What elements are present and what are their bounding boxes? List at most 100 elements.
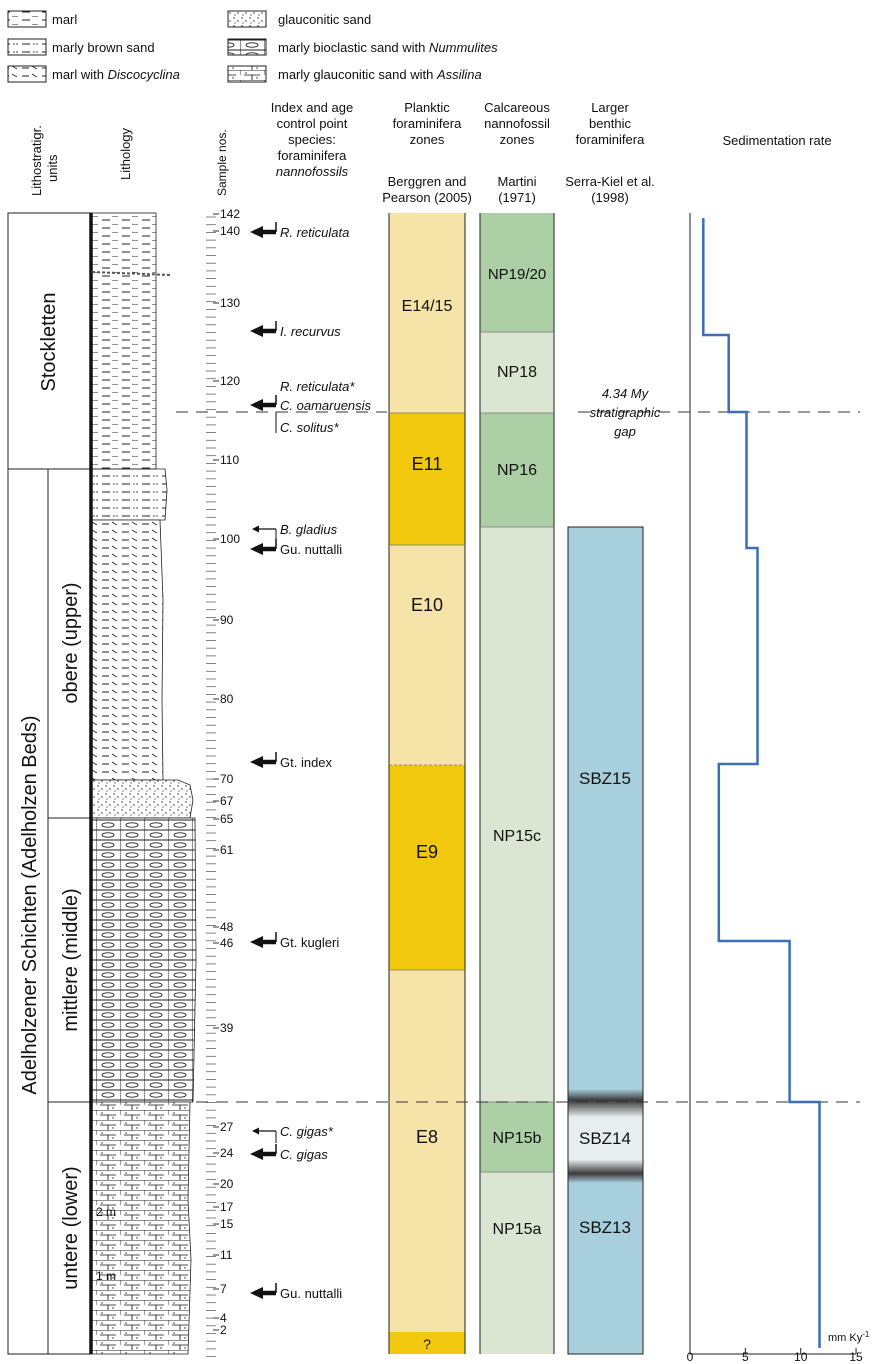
sample-labels: 1421401301201101009080706765614846392724…	[213, 207, 240, 1337]
sample-label: 24	[220, 1146, 234, 1160]
scale-mark-1m: 1 m	[96, 1269, 116, 1283]
lith-bioclastic	[90, 817, 197, 1103]
sample-label: 142	[220, 207, 240, 221]
svg-text:Calcareous: Calcareous	[484, 100, 550, 115]
marker-arrowhead	[250, 756, 263, 768]
header-calcareous: Calcareous nannofossil zones Martini (19…	[484, 100, 550, 205]
sed-rate-unit: mm Ky-1	[828, 1330, 870, 1344]
svg-text:gap: gap	[614, 424, 636, 439]
svg-text:stratigraphic: stratigraphic	[590, 405, 661, 420]
marker-arrowhead	[250, 325, 263, 337]
zone-np18	[480, 332, 554, 413]
sample-label: 80	[220, 692, 234, 706]
zone-np16	[480, 413, 554, 527]
label-np18: NP18	[497, 364, 537, 381]
scale-mark-2m: 2 m	[96, 1205, 116, 1219]
legend-item-bioclastic: marly bioclastic sand with Nummulites	[227, 38, 498, 56]
svg-text:(1998): (1998)	[591, 190, 629, 205]
sample-label: 27	[220, 1120, 234, 1134]
sample-label: 20	[220, 1177, 234, 1191]
sample-label: 39	[220, 1021, 234, 1035]
sample-tick-marks	[206, 216, 216, 1357]
svg-text:foraminifera: foraminifera	[393, 116, 462, 131]
species-label: Gu. nuttalli	[280, 1286, 342, 1301]
legend-item-marl: marl	[7, 10, 77, 28]
zone-np15b	[480, 1102, 554, 1172]
svg-text:Pearson (2005): Pearson (2005)	[382, 190, 472, 205]
sample-label: 4	[220, 1311, 227, 1325]
zone-sbz14	[568, 1089, 643, 1183]
lith-marl-discocyclina	[90, 519, 164, 781]
label-sbz15: SBZ15	[579, 769, 631, 788]
zone-np15c	[480, 527, 554, 1102]
benthic-zone-column: SBZ15 SBZ14 SBZ13	[567, 526, 644, 1355]
sample-label: 70	[220, 772, 234, 786]
zone-np15a	[480, 1172, 554, 1354]
zone-sbz13	[568, 1183, 643, 1354]
legend-item-glauconitic-sand: glauconitic sand	[227, 10, 371, 28]
label-e9: E9	[416, 842, 438, 862]
species-marker: Gu. nuttalli	[250, 539, 342, 557]
unit-stockletten: Stockletten	[38, 293, 60, 392]
sample-label: 67	[220, 794, 234, 808]
header-benthic: Larger benthic foraminifera Serra-Kiel e…	[565, 100, 655, 205]
legend-item-marly-brown-sand: marly brown sand	[7, 38, 155, 56]
sample-label: 130	[220, 296, 240, 310]
svg-text:zones: zones	[500, 132, 535, 147]
zone-sbz15	[568, 527, 643, 1089]
sample-label: 120	[220, 374, 240, 388]
svg-text:Larger: Larger	[591, 100, 629, 115]
header-index-species: Index and age control point species: for…	[271, 100, 353, 179]
sample-label: 48	[220, 920, 234, 934]
svg-text:benthic: benthic	[589, 116, 631, 131]
label-e14-15: E14/15	[402, 298, 453, 315]
lith-marly-brown-sand	[90, 468, 168, 521]
legend-item-marl-discocyclina: marl with Discocyclina	[7, 65, 180, 83]
sample-label: 2	[220, 1323, 227, 1337]
lithology-column	[89, 212, 197, 1355]
unit-untere: untere (lower)	[60, 1166, 82, 1289]
label-unknown: ?	[423, 1336, 431, 1352]
zone-e8	[389, 970, 465, 1332]
species-label: R. reticulata*	[280, 379, 355, 394]
zone-e11	[389, 413, 465, 545]
svg-text:foraminifera: foraminifera	[576, 132, 645, 147]
label-np15c: NP15c	[493, 828, 541, 845]
species-marker: Gu. nuttalli	[250, 1283, 342, 1301]
sed-rate-ticks: 0 5 10 15	[687, 1348, 863, 1364]
marker-arrowhead	[250, 399, 263, 411]
nannofossil-zone-column: NP19/20 NP18 NP16 NP15c NP15b NP15a	[479, 213, 555, 1354]
column-headers: Lithostratigr. units Lithology Sample no…	[29, 100, 832, 205]
sed-tick-label: 0	[687, 1350, 694, 1364]
svg-text:(1971): (1971)	[498, 190, 536, 205]
species-marker: Gt. index	[250, 752, 333, 770]
svg-text:marl with Discocyclina: marl with Discocyclina	[52, 67, 180, 82]
sample-label: 61	[220, 843, 234, 857]
marker-arrowhead	[252, 1127, 259, 1135]
svg-text:Planktic: Planktic	[404, 100, 450, 115]
sample-label: 11	[220, 1248, 233, 1262]
sample-label: 7	[220, 1282, 227, 1296]
svg-text:control point: control point	[277, 116, 348, 131]
marker-arrowhead	[252, 525, 259, 533]
species-marker: C. oamaruensis	[250, 395, 372, 413]
svg-text:zones: zones	[410, 132, 445, 147]
planktic-zone-column: E14/15 E11 E10 E9 E8 ?	[388, 213, 466, 1354]
svg-text:Martini: Martini	[497, 174, 536, 189]
species-label: I. recurvus	[280, 324, 341, 339]
svg-text:marly brown sand: marly brown sand	[52, 40, 155, 55]
species-marker: C. gigas*	[252, 1124, 334, 1143]
svg-text:Berggren and: Berggren and	[388, 174, 467, 189]
zone-e14-15	[389, 213, 465, 413]
species-label: C. oamaruensis	[280, 398, 372, 413]
header-units: units	[45, 154, 60, 182]
svg-text:Index and age: Index and age	[271, 100, 353, 115]
marker-arrowhead	[250, 1287, 263, 1299]
label-np19-20: NP19/20	[488, 266, 546, 283]
label-np15b: NP15b	[493, 1130, 542, 1147]
unit-adelholzen: Adelholzener Schichten (Adelholzen Beds)	[19, 715, 41, 1094]
label-np15a: NP15a	[493, 1221, 542, 1238]
svg-text:nannofossils: nannofossils	[276, 164, 349, 179]
species-label: C. solitus*	[280, 420, 339, 435]
